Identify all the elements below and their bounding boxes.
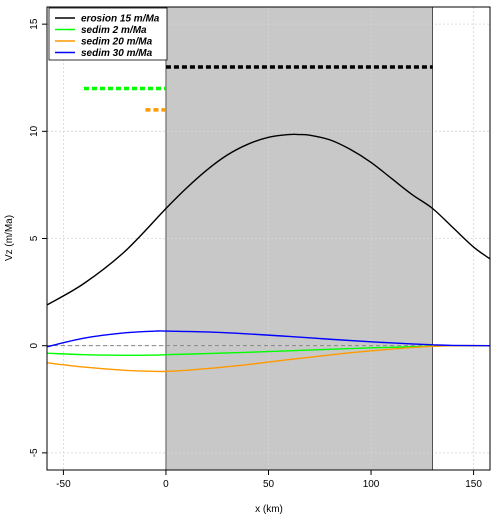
legend-label-0: erosion 15 m/Ma — [81, 14, 160, 25]
legend-label-3: sedim 30 m/Ma — [81, 48, 153, 59]
legend-label-2: sedim 20 m/Ma — [81, 37, 153, 48]
x-tick-label-3: 100 — [363, 479, 380, 490]
x-tick-label-4: 150 — [465, 479, 482, 490]
x-tick-label-0: -50 — [56, 479, 71, 490]
series-line-3 — [46, 330, 491, 348]
y-tick-label-0: -5 — [29, 448, 40, 457]
x-axis-title: x (km) — [255, 504, 283, 515]
y-tick-label-3: 10 — [29, 125, 40, 137]
legend-label-1: sedim 2 m/Ma — [81, 25, 147, 36]
legend-box — [48, 7, 168, 61]
series-line-0 — [46, 133, 491, 306]
y-tick-label-1: 0 — [29, 342, 40, 348]
y-axis-title: Vz (m/Ma) — [4, 215, 15, 261]
series-line-2 — [46, 344, 491, 373]
plot-area — [46, 7, 491, 470]
y-tick-label-2: 5 — [29, 235, 40, 241]
y-tick-label-4: 15 — [29, 18, 40, 30]
x-tick-label-2: 50 — [263, 479, 275, 490]
x-tick-label-1: 0 — [163, 479, 169, 490]
